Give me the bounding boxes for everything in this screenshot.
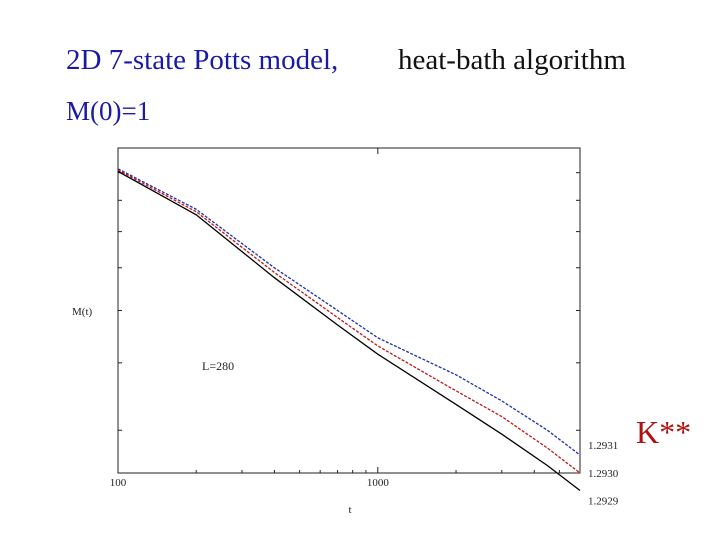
x-ticks: 100 1000	[110, 148, 580, 489]
plot-frame	[117, 147, 581, 474]
x-tick-label: 100	[110, 477, 127, 489]
initial-condition-label: M(0)=1	[66, 96, 151, 126]
y-axis-label: M(t)	[72, 306, 93, 318]
algorithm-title: heat-bath algorithm	[398, 44, 626, 76]
series-label-1.2930: 1.2930	[588, 468, 619, 480]
chart-title: 2D 7-state Potts model,	[66, 44, 339, 76]
labels-layer: t M(t) L=280 1.2931 1.2930 1.2929	[72, 306, 619, 516]
series-line-1.2929	[117, 170, 581, 492]
series-label-1.2929: 1.2929	[588, 496, 619, 508]
series-layer	[117, 168, 581, 492]
series-label-1.2931: 1.2931	[588, 440, 618, 452]
series-line-1.2930	[117, 169, 581, 474]
system-size-annotation: L=280	[202, 359, 234, 373]
x-axis-label: t	[348, 504, 351, 516]
k-star-label: K**	[636, 414, 692, 450]
series-line-1.2931	[117, 168, 581, 456]
x-tick-label: 1000	[367, 477, 390, 489]
